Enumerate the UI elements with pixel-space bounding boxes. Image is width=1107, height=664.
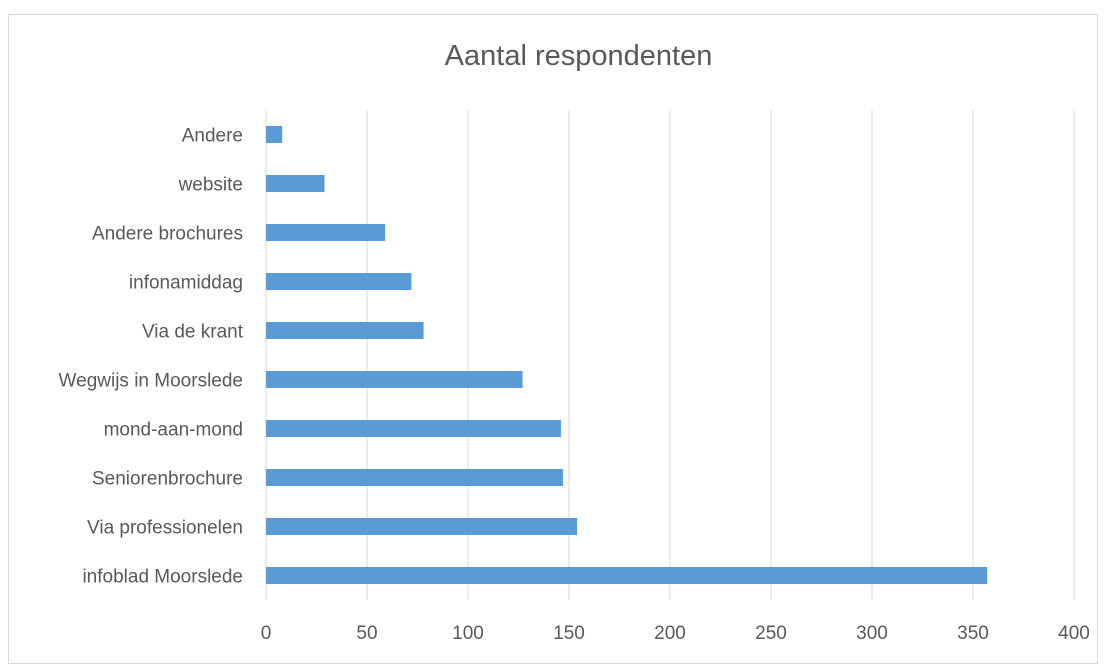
category-label: infoblad Moorslede (82, 567, 243, 588)
category-label: website (178, 175, 243, 196)
x-tick-label: 0 (261, 623, 272, 644)
bar (266, 371, 523, 388)
x-tick-label: 50 (356, 623, 377, 644)
x-tick-label: 400 (1058, 623, 1090, 644)
x-tick-label: 350 (957, 623, 989, 644)
x-tick-label: 200 (654, 623, 686, 644)
bar (266, 273, 412, 290)
category-label: mond-aan-mond (104, 420, 243, 441)
chart-frame (8, 14, 1098, 664)
bar (266, 175, 325, 192)
x-tick-labels: 0 50 100 150 200 250 300 350 400 (261, 623, 1090, 644)
category-label: Via de krant (142, 322, 244, 343)
chart-title: Aantal respondenten (444, 40, 713, 72)
bar (266, 224, 386, 241)
bars (266, 126, 988, 584)
category-label: Seniorenbrochure (92, 469, 243, 490)
bar (266, 567, 988, 584)
bar (266, 126, 283, 143)
x-tick-label: 100 (452, 623, 484, 644)
category-label: Via professionelen (87, 518, 243, 539)
bar (266, 469, 563, 486)
category-label: Wegwijs in Moorslede (59, 371, 243, 392)
bar (266, 322, 424, 339)
category-label: Andere brochures (92, 224, 243, 245)
x-tick-label: 250 (755, 623, 787, 644)
x-tick-label: 300 (856, 623, 888, 644)
category-label: Andere (182, 126, 243, 147)
category-label: infonamiddag (129, 273, 243, 294)
bar (266, 518, 578, 535)
x-tick-label: 150 (553, 623, 585, 644)
bar (266, 420, 561, 437)
category-labels: infoblad Moorslede Via professionelen Seni… (59, 126, 244, 588)
